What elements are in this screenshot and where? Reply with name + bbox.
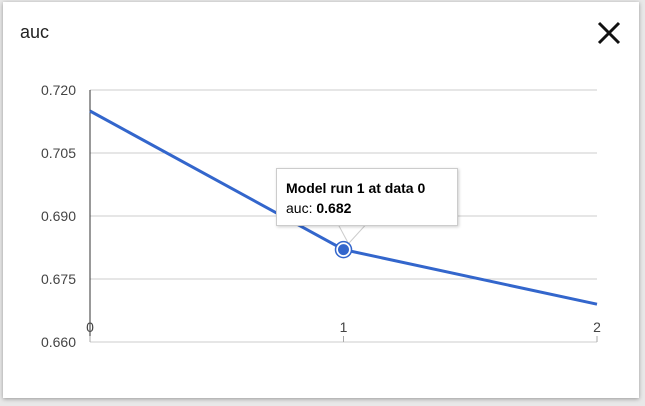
x-tick-label: 0 [86, 319, 94, 335]
tooltip-title: Model run 1 at data 0 [286, 180, 426, 196]
x-tick-label: 1 [340, 319, 348, 335]
y-tick-label: 0.720 [41, 82, 76, 98]
data-point [338, 244, 349, 256]
x-tick-label: 2 [593, 319, 601, 335]
y-tick-label: 0.690 [41, 208, 76, 224]
tooltip: Model run 1 at data 0 auc: 0.682 [276, 168, 458, 226]
y-tick-label: 0.705 [41, 145, 76, 161]
chart-title: auc [20, 22, 50, 42]
y-tick-label: 0.675 [41, 271, 76, 287]
tooltip-label: auc: [286, 200, 313, 216]
y-tick-label: 0.660 [41, 334, 76, 350]
close-icon[interactable] [596, 20, 622, 46]
tooltip-value: 0.682 [316, 200, 352, 216]
tooltip-pointer [337, 224, 367, 245]
